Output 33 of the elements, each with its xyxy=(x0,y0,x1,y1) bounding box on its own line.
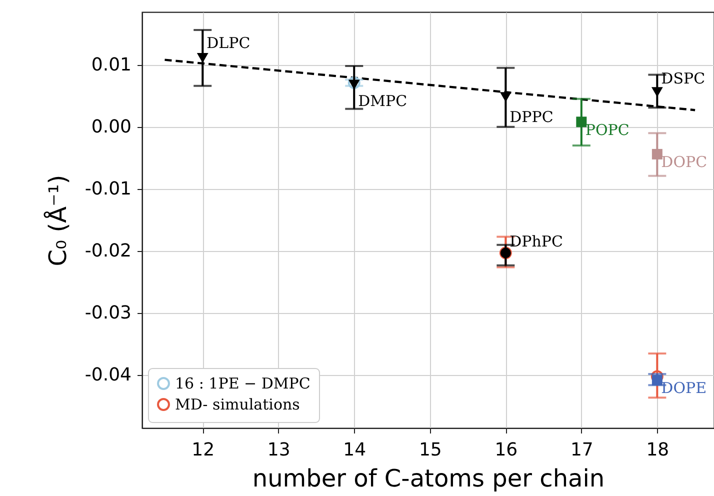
x-tick-label: 12 xyxy=(192,440,215,460)
point xyxy=(652,148,662,160)
legend-label: MD- simulations xyxy=(175,396,300,414)
annotation: DPhPC xyxy=(510,232,564,251)
x-tick-label: 14 xyxy=(343,440,366,460)
y-tick-label: -0.01 xyxy=(84,178,132,200)
annotation: DSPC xyxy=(661,69,706,88)
y-tick-label: 0.00 xyxy=(91,116,132,138)
series-label: POPC xyxy=(585,120,630,139)
legend-label: 16 : 1PE − DMPC xyxy=(175,374,310,392)
point xyxy=(500,92,512,102)
x-axis-title: number of C-atoms per chain xyxy=(252,464,605,492)
series-label: DOPC xyxy=(661,153,708,172)
point xyxy=(348,80,360,90)
annotation: DLPC xyxy=(206,34,250,52)
y-tick-label: -0.03 xyxy=(84,302,132,324)
annotation: DMPC xyxy=(358,92,408,110)
series-label: DOPE xyxy=(661,379,707,398)
y-tick-label: 0.01 xyxy=(91,54,132,76)
y-tick-label: -0.04 xyxy=(84,364,132,386)
point xyxy=(652,374,662,386)
annotation: DPPC xyxy=(510,108,554,126)
point xyxy=(348,76,360,90)
point xyxy=(651,87,663,98)
point xyxy=(196,53,208,63)
x-tick-label: 13 xyxy=(267,440,290,460)
y-axis-title: C₀ (Å⁻¹) xyxy=(42,174,72,266)
x-tick-label: 16 xyxy=(494,440,518,460)
x-tick-label: 17 xyxy=(570,440,594,460)
x-tick-label: 18 xyxy=(646,440,670,460)
y-tick-label: -0.02 xyxy=(84,240,132,262)
point xyxy=(576,116,587,128)
x-tick-label: 15 xyxy=(418,440,442,460)
